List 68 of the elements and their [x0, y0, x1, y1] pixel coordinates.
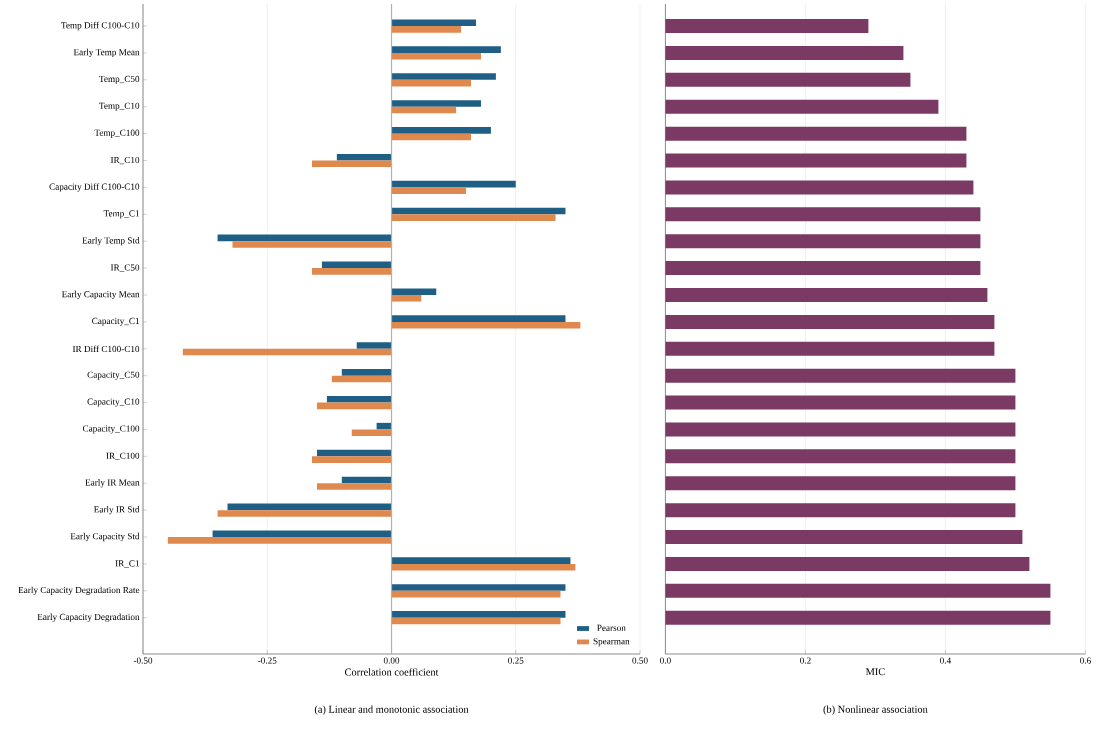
bar	[391, 180, 516, 188]
bar	[391, 46, 501, 53]
bar	[391, 590, 561, 598]
bar	[665, 19, 869, 34]
bar	[316, 449, 392, 457]
bar	[665, 72, 911, 87]
bar	[311, 456, 392, 463]
bar	[212, 530, 392, 538]
bar	[665, 314, 995, 329]
bar	[391, 106, 457, 114]
bar	[336, 153, 392, 161]
bar	[351, 429, 392, 437]
bar	[665, 126, 967, 141]
bar	[232, 241, 392, 248]
bar	[341, 369, 392, 376]
bar	[391, 611, 566, 618]
bar	[391, 127, 491, 134]
bar	[331, 375, 392, 383]
bar	[665, 476, 1016, 491]
bar	[665, 395, 1016, 410]
bar	[391, 214, 556, 221]
bar	[217, 510, 392, 517]
bar	[321, 261, 392, 269]
bar	[316, 483, 392, 490]
bar	[665, 341, 995, 356]
bar	[391, 73, 496, 80]
bar	[665, 207, 981, 222]
bar	[665, 530, 1023, 545]
bar	[182, 348, 392, 356]
bar	[391, 52, 481, 60]
bar	[316, 402, 392, 410]
bar	[391, 321, 581, 329]
bar	[665, 556, 1030, 571]
bar	[665, 45, 904, 60]
bar	[665, 610, 1051, 625]
bar	[665, 261, 981, 276]
bar	[665, 180, 974, 195]
bar	[391, 207, 566, 215]
bar	[665, 503, 1016, 518]
bar	[665, 422, 1016, 437]
bar	[665, 449, 1016, 464]
bar	[391, 26, 462, 33]
bar	[391, 617, 561, 625]
bar	[665, 287, 988, 302]
bar	[665, 234, 981, 249]
bar	[217, 234, 392, 242]
bar	[391, 19, 477, 27]
bar	[391, 584, 566, 591]
bar	[391, 563, 576, 571]
bar	[227, 503, 392, 511]
bar	[311, 268, 392, 275]
bar	[391, 288, 437, 295]
bar	[665, 99, 939, 114]
bar	[391, 100, 481, 107]
bar	[326, 395, 392, 403]
bar	[391, 79, 472, 87]
bar	[391, 315, 566, 322]
bar	[665, 368, 1016, 383]
bar	[356, 342, 392, 349]
bar	[391, 557, 571, 564]
bar	[391, 187, 467, 195]
bar	[167, 537, 392, 544]
bar	[665, 583, 1051, 598]
bar	[391, 294, 422, 302]
bar	[311, 160, 392, 168]
bar	[665, 153, 967, 168]
bar	[391, 133, 472, 141]
bar	[341, 476, 392, 484]
